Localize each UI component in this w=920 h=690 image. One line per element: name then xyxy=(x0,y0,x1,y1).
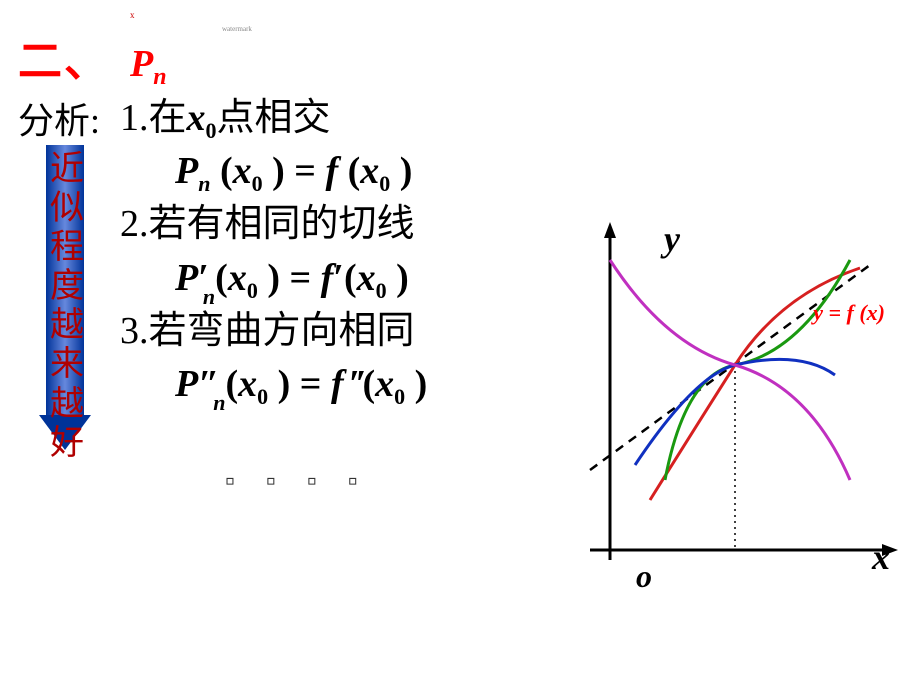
item-3: 3.若弯曲方向相同 xyxy=(120,305,427,358)
vertical-annotation: 近似程度越来越好 xyxy=(48,150,86,463)
x-axis-label: x xyxy=(872,536,890,578)
tiny-marker: x xyxy=(130,10,135,20)
tiny-watermark: watermark xyxy=(222,25,252,33)
equation-1: Pn (x0 ) = f (x0 ) xyxy=(175,145,427,198)
title-number: 二、 xyxy=(18,25,110,89)
equation-3: P″n(x0 ) = f ′′(x0 ) xyxy=(175,358,427,411)
function-label: y = f (x) xyxy=(813,300,885,326)
y-axis-label: y xyxy=(664,218,680,260)
origin-label: o xyxy=(636,558,652,595)
section-title: 二、 Pn xyxy=(18,25,167,89)
item-1: 1.在x0点相交 xyxy=(120,92,427,145)
function-graph xyxy=(500,220,900,580)
equation-2: P′n(x0 ) = f′(x0 ) xyxy=(175,252,427,305)
analysis-label: 分析: xyxy=(18,92,100,144)
title-symbol: Pn xyxy=(130,39,167,86)
item-2: 2.若有相同的切线 xyxy=(120,198,427,251)
ellipsis-dots: ▫ ▫ ▫ ▫ xyxy=(225,466,370,498)
content-list: 1.在x0点相交 Pn (x0 ) = f (x0 ) 2.若有相同的切线 P′… xyxy=(120,92,427,411)
